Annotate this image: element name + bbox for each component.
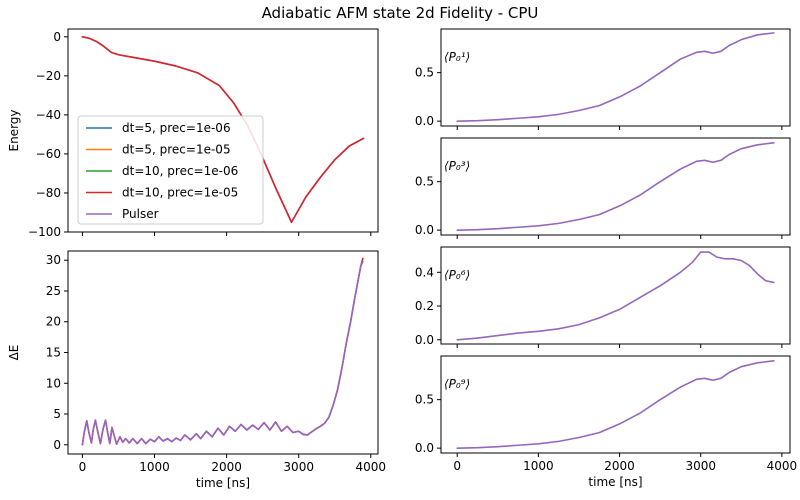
series-group: [456, 142, 775, 231]
y-tick-label: 10: [46, 376, 61, 390]
series-line-dt10-prec1e-05: [81, 36, 365, 224]
y-tick-label: 0.5: [415, 393, 434, 407]
y-tick-label: 0: [53, 30, 61, 44]
legend-entry: dt=5, prec=1e-06: [86, 121, 231, 135]
y-tick-label: 0.0: [415, 441, 434, 455]
series-line-pulser: [456, 142, 775, 231]
x-tick-label: 0: [79, 460, 87, 474]
series-group: [456, 32, 775, 122]
observable-label: ⟨P₀⁶⟩: [444, 268, 470, 282]
y-tick-label: 0.2: [415, 299, 434, 313]
panel-p0-6: 0.0 0.2 0.4 ⟨P₀⁶⟩: [415, 246, 791, 348]
plot-frame: [67, 28, 379, 233]
y-tick-label: 5: [53, 407, 61, 421]
y-axis-label: ΔE: [7, 345, 21, 361]
legend-box: [77, 115, 264, 225]
x-axis-label: time [ns]: [588, 475, 642, 489]
y-tick-label: −100: [28, 225, 61, 239]
x-axis-label: time [ns]: [196, 476, 250, 490]
x-tick-label: 2000: [604, 459, 635, 473]
series-line-pulser: [456, 32, 775, 122]
y-tick-label: 0.5: [415, 175, 434, 189]
x-tick-label: 0: [453, 459, 461, 473]
y-tick-label: 20: [46, 315, 61, 329]
x-tick-label: 4000: [767, 459, 798, 473]
y-tick-label: −40: [36, 108, 61, 122]
y-tick-label: 0.0: [415, 114, 434, 128]
legend-label: dt=10, prec=1e-05: [122, 186, 238, 200]
y-tick-label: 15: [46, 346, 61, 360]
y-tick-label: −60: [36, 147, 61, 161]
observable-label: ⟨P₀¹⟩: [444, 50, 470, 64]
y-tick-label: 0.4: [415, 265, 434, 279]
series-line-pulser: [456, 360, 775, 449]
series-group: [81, 257, 364, 446]
series-group: [456, 360, 775, 449]
series-line-pulser: [456, 251, 775, 341]
panel-p0-9: 0 1000 2000 3000 4000 0.0 0.5 time [ns] ⟨P₀⁹⟩: [415, 355, 798, 489]
y-tick-label: 0: [53, 438, 61, 452]
legend-label: dt=5, prec=1e-06: [122, 121, 231, 135]
plot-frame: [67, 250, 379, 455]
legend-entry: Pulser: [86, 207, 159, 221]
legend-entry: dt=5, prec=1e-05: [86, 143, 231, 157]
legend-label: Pulser: [122, 207, 159, 221]
plot-frame: [440, 355, 791, 454]
plot-frame: [440, 137, 791, 236]
panel-delta-e: 0 1000 2000 3000 4000 0 5 10 15 20 25 30 ΔE time [ns]: [7, 250, 387, 490]
x-tick-label: 1000: [139, 460, 170, 474]
legend-label: dt=10, prec=1e-06: [122, 164, 238, 178]
figure-title: Adiabatic AFM state 2d Fidelity - CPU: [262, 4, 539, 22]
y-tick-label: 0.0: [415, 333, 434, 347]
panel-p0-3: 0.0 0.5 ⟨P₀³⟩: [415, 137, 791, 239]
plot-frame: [440, 28, 791, 127]
plot-frame: [440, 246, 791, 345]
y-tick-label: −20: [36, 69, 61, 83]
legend-label: dt=5, prec=1e-05: [122, 143, 231, 157]
observable-label: ⟨P₀⁹⟩: [444, 377, 470, 391]
x-tick-label: 2000: [211, 460, 242, 474]
x-tick-label: 3000: [283, 460, 314, 474]
series-line-dt10-prec1e-05: [81, 257, 364, 446]
panel-p0-1: 0.0 0.5 ⟨P₀¹⟩: [415, 28, 791, 130]
y-axis-label: Energy: [7, 109, 21, 151]
y-tick-label: 25: [46, 284, 61, 298]
series-group: [81, 36, 365, 224]
legend-entry: dt=10, prec=1e-05: [86, 186, 238, 200]
y-tick-label: 30: [46, 253, 61, 267]
y-tick-label: 0.0: [415, 223, 434, 237]
y-tick-label: 0.5: [415, 66, 434, 80]
x-tick-label: 1000: [523, 459, 554, 473]
legend: dt=5, prec=1e-06 dt=5, prec=1e-05 dt=10, p…: [77, 115, 264, 225]
x-tick-label: 4000: [356, 460, 387, 474]
observable-label: ⟨P₀³⟩: [444, 159, 470, 173]
legend-entry: dt=10, prec=1e-06: [86, 164, 238, 178]
y-tick-label: −80: [36, 186, 61, 200]
series-group: [456, 251, 775, 341]
x-tick-label: 3000: [685, 459, 716, 473]
series-line-pulser: [81, 260, 364, 446]
